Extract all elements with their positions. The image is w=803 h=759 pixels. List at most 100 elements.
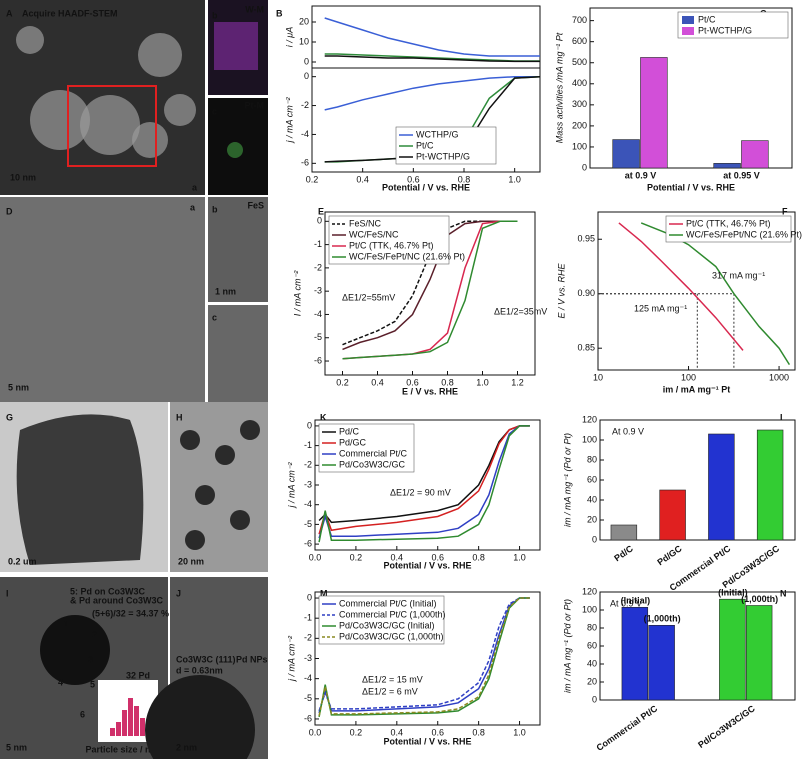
image-label: Pd NPs	[236, 654, 268, 664]
legend-box	[677, 11, 789, 39]
bar	[640, 57, 668, 169]
image-label: & Pd around Co3W3C	[70, 595, 164, 605]
x-tick-label: 0.6	[431, 552, 444, 562]
y-tick-label: 700	[572, 15, 587, 25]
y-tick-label: -3	[304, 479, 312, 489]
y-tick-label: 300	[572, 99, 587, 109]
sample	[16, 414, 144, 565]
panel-letter: B	[276, 8, 283, 18]
bar	[708, 433, 735, 541]
x-tick-label: 0.6	[407, 174, 420, 184]
y-tick-label: 0	[317, 216, 322, 226]
x-axis-label: Potential / V vs. RHE	[383, 736, 471, 746]
particle	[240, 420, 260, 440]
map	[214, 22, 258, 70]
y-tick-label: -1	[304, 440, 312, 450]
legend-box	[665, 215, 792, 243]
histogram-bar	[128, 698, 133, 736]
annotation: At 0.9 V	[612, 426, 644, 436]
y-tick-label: -4	[304, 499, 312, 509]
y-tick-label: 0	[304, 71, 309, 81]
x-tick-label: 10	[593, 372, 603, 382]
bar	[648, 624, 675, 701]
image-label: 6	[80, 709, 85, 719]
x-tick-label: 0.2	[350, 552, 363, 562]
curve	[618, 222, 744, 351]
histogram-bar	[140, 718, 145, 736]
y-tick-label: -5	[314, 332, 322, 342]
x-tick-label: 1.0	[513, 727, 526, 737]
y-tick-label: 100	[572, 141, 587, 151]
legend-label: Pt-WCTHP/G	[698, 25, 752, 35]
image-label: d = 0.63nm	[176, 665, 223, 675]
y-tick-label: -1	[314, 239, 322, 249]
legend-label: Pd/Co3W3C/GC (Initial)	[339, 620, 435, 630]
x-tick-label: 0.4	[391, 727, 404, 737]
curve	[318, 425, 530, 539]
chart: 0 -1 -2 -3 -4 -5 -6 0.0 0.2 0.4 0.6 0.8 1.0 j / mA cm…	[286, 591, 541, 746]
curve	[342, 220, 518, 360]
particle	[185, 530, 205, 550]
y-tick-label: -2	[304, 633, 312, 643]
y-tick-label: -3	[314, 286, 322, 296]
image-label: 4	[58, 677, 63, 687]
curve	[324, 17, 540, 57]
y-tick-label: -5	[304, 693, 312, 703]
curve	[324, 75, 540, 111]
y-tick-label: 500	[572, 57, 587, 67]
bar	[621, 606, 649, 701]
y-axis-label: j / mA cm⁻²	[284, 97, 294, 144]
curve	[318, 597, 530, 712]
annotation: At 0.9 V	[610, 598, 642, 608]
particle	[230, 510, 250, 530]
legend-label: Pd/C	[339, 426, 360, 436]
histogram-bar	[110, 728, 115, 736]
image-label: 1 nm	[215, 286, 236, 296]
y-tick-label: 120	[582, 414, 597, 424]
panel-letter: G	[6, 412, 13, 422]
chart: 0 100 200 300 400 500 600 700 Mass activities /m…	[554, 7, 793, 192]
legend-label: Pd/GC	[339, 437, 367, 447]
image-label: b	[212, 204, 218, 214]
panel-letter: M	[320, 588, 328, 598]
chart: 0.85 0.90 0.95 10 100 1000 E / V vs. RHE im / m…	[556, 211, 802, 394]
legend-label: FeS/NC	[349, 218, 382, 228]
image-label: 0.2 um	[8, 556, 37, 566]
y-tick-label: 40	[587, 494, 597, 504]
y-axis-label: Mass activities /mA mg⁻¹ Pt	[554, 32, 564, 143]
panel-letter: A	[6, 8, 13, 18]
y-tick-label: -6	[304, 713, 312, 723]
curve	[318, 597, 530, 717]
legend-label: WC/FeS/NC	[349, 229, 399, 239]
image-label: b	[212, 10, 218, 20]
panel-letter: J	[176, 588, 181, 598]
x-tick-label: 1.0	[508, 174, 521, 184]
image-label: 5 nm	[8, 382, 29, 392]
y-tick-label: 80	[587, 622, 597, 632]
image-label: FeS	[247, 200, 264, 210]
bar-label: (1,000th)	[644, 614, 681, 624]
panel-letter: E	[318, 206, 324, 216]
plot-frame	[324, 211, 536, 376]
bar	[612, 139, 640, 169]
bar	[741, 140, 769, 169]
particle	[30, 90, 90, 150]
x-tick-label: Pd/GC	[655, 543, 684, 567]
image-label: W-M	[245, 4, 264, 14]
x-tick-label: 1.0	[513, 552, 526, 562]
x-tick-label: 0.8	[458, 174, 471, 184]
x-tick-label: 1.2	[511, 377, 524, 387]
legend-label: Pt/C	[416, 140, 434, 150]
panel-letter: I	[6, 588, 9, 598]
chart: 0 10 20 i / μA	[284, 5, 541, 69]
annotation: ΔE1/2 = 15 mV	[362, 674, 423, 684]
panel-letter: K	[320, 412, 327, 422]
chart: 0 -1 -2 -3 -4 -5 -6 0.0 0.2 0.4 0.6 0.8 1.0 j / mA cm…	[286, 419, 541, 570]
legend-label: Pd/Co3W3C/GC (1,000th)	[339, 631, 444, 641]
y-tick-label: 20	[587, 514, 597, 524]
legend-swatch	[682, 16, 694, 24]
y-tick-label: -1	[304, 613, 312, 623]
image-label: c	[212, 106, 217, 116]
image-label: 5	[90, 679, 95, 689]
